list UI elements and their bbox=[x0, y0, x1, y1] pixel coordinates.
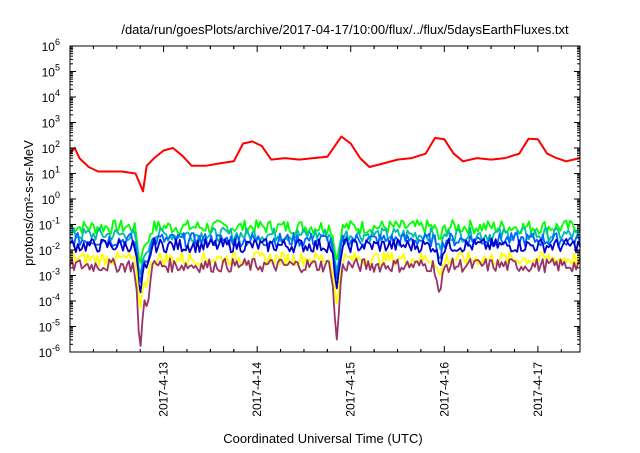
y-tick-label: 103 bbox=[42, 114, 60, 131]
y-tick-label: 10-1 bbox=[39, 216, 60, 233]
series-line-5 bbox=[69, 251, 581, 309]
x-tick-label: 2017-4-15 bbox=[344, 362, 358, 417]
chart-title: /data/run/goesPlots/archive/2017-04-17/1… bbox=[121, 22, 569, 37]
y-tick-label: 106 bbox=[42, 37, 60, 54]
y-tick-label: 102 bbox=[42, 139, 60, 156]
series-line-3 bbox=[69, 232, 581, 284]
y-tick-label: 10-6 bbox=[39, 343, 60, 360]
y-tick-label: 101 bbox=[42, 165, 60, 182]
x-tick-label: 2017-4-13 bbox=[157, 362, 171, 417]
y-tick-label: 10-5 bbox=[39, 318, 60, 335]
y-tick-label: 10-3 bbox=[39, 267, 60, 284]
y-axis-label: protons/cm²-s-sr-MeV bbox=[21, 140, 36, 266]
series-line-6 bbox=[69, 257, 581, 347]
y-tick-label: 10-2 bbox=[39, 241, 60, 258]
x-tick-label: 2017-4-14 bbox=[250, 362, 264, 417]
series-line-0 bbox=[69, 135, 581, 193]
x-tick-label: 2017-4-17 bbox=[531, 362, 545, 417]
series-line-4 bbox=[69, 237, 581, 294]
x-axis-label: Coordinated Universal Time (UTC) bbox=[223, 431, 422, 446]
y-tick-label: 10-4 bbox=[39, 292, 60, 309]
y-tick-label: 104 bbox=[42, 88, 60, 105]
x-tick-label: 2017-4-16 bbox=[437, 362, 451, 417]
y-tick-label: 100 bbox=[42, 190, 60, 207]
plot-layer bbox=[69, 135, 581, 347]
y-tick-label: 105 bbox=[42, 63, 60, 80]
